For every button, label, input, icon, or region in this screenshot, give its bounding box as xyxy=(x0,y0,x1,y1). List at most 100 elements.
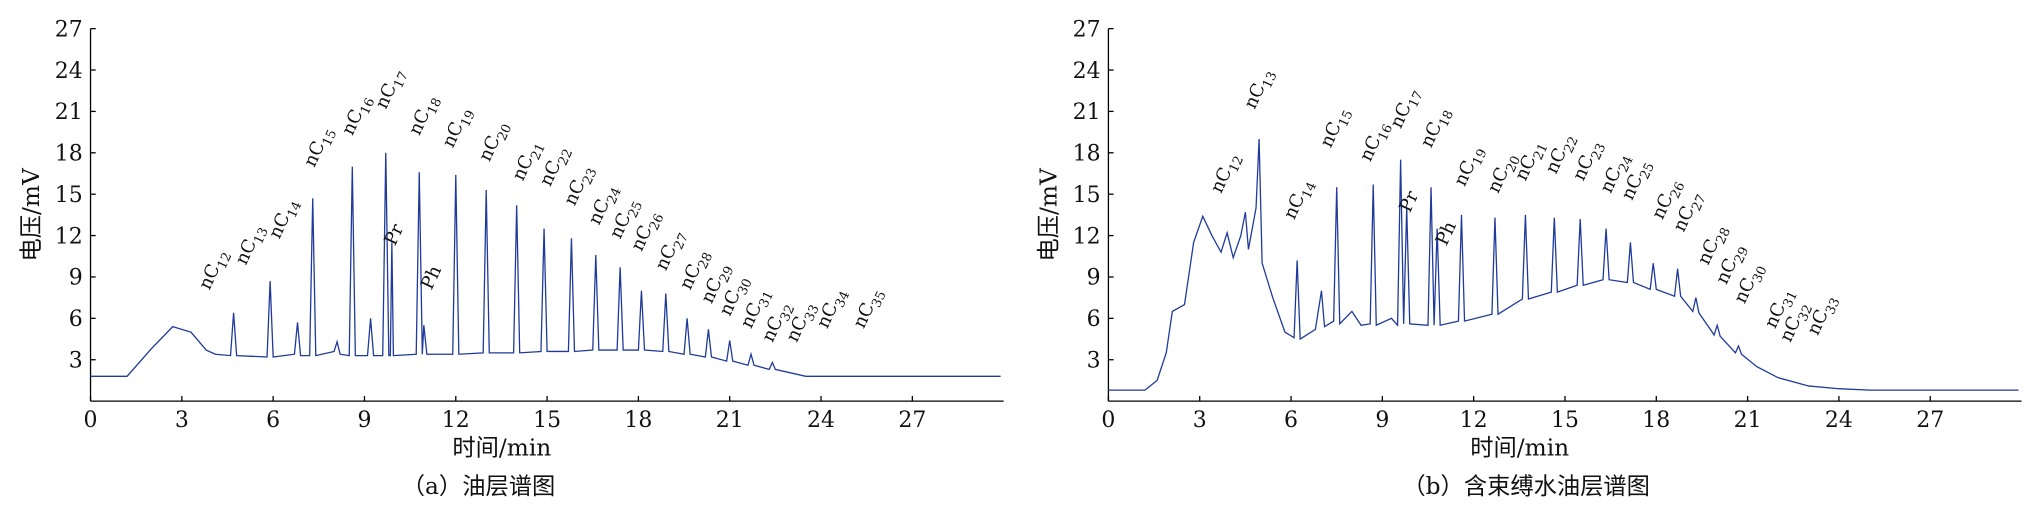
peak-label: nC33 xyxy=(782,298,823,347)
caption: （a）油层谱图 xyxy=(402,473,555,500)
y-tick-label: 27 xyxy=(1073,17,1101,42)
peak-label-sub: 20 xyxy=(1504,154,1525,175)
peak-label-sub: 23 xyxy=(1589,141,1610,162)
x-tick-label: 21 xyxy=(716,408,744,433)
x-axis-label: 时间/min xyxy=(452,434,551,461)
x-tick-label: 21 xyxy=(1734,408,1762,433)
peak-label-sub: 32 xyxy=(1796,303,1817,324)
panel: 3 6 9 12 15 18 21 24 27 0 3 6 9 12 15 18 21 24 27 电压/mV 时间/m… xyxy=(18,17,1004,500)
peak-label-sub: 34 xyxy=(833,289,854,310)
peak-label-sub: 15 xyxy=(320,127,341,148)
peak-label-sub: 27 xyxy=(1689,192,1710,213)
trace xyxy=(1108,138,2019,391)
peak-label-sub: 24 xyxy=(604,185,625,206)
x-axis-label: 时间/min xyxy=(1470,434,1569,461)
x-tick-label: 9 xyxy=(357,408,371,433)
peak-label-sub: 19 xyxy=(1470,147,1491,168)
peak-label-sub: 30 xyxy=(735,276,756,297)
peak-label-sub: 26 xyxy=(647,212,668,233)
y-tick-label: 21 xyxy=(55,100,83,125)
peak-label-sub: 16 xyxy=(358,96,379,117)
peak-label-sub: 22 xyxy=(1561,134,1582,155)
peak-label-sub: 18 xyxy=(425,96,446,117)
y-tick-label: 3 xyxy=(1087,348,1101,373)
peak-label-sub: 31 xyxy=(1780,289,1801,310)
x-tick-label: 15 xyxy=(1551,408,1579,433)
y-tick-label: 12 xyxy=(1073,224,1101,249)
y-axis-label: 电压/mV xyxy=(1036,167,1063,261)
y-tick-label: 21 xyxy=(1073,100,1101,125)
peak-label-sub: 12 xyxy=(1227,154,1248,175)
peak-label-sub: 19 xyxy=(458,108,479,129)
x-tick-label: 12 xyxy=(442,408,470,433)
peak-label: nC27 xyxy=(1669,188,1710,237)
peak-label-sub: 28 xyxy=(696,250,717,271)
peak-label: nC33 xyxy=(1803,291,1844,340)
peak-label-sub: 28 xyxy=(1714,225,1735,246)
peak-label-sub: 13 xyxy=(251,225,272,246)
y-axis-label: 电压/mV xyxy=(18,167,45,261)
peak-label-sub: 23 xyxy=(580,166,601,187)
peak-label: nC20 xyxy=(475,118,516,167)
peak-label-sub: 13 xyxy=(1260,70,1281,91)
peak-label-sub: 30 xyxy=(1750,264,1771,285)
peak-label: nC13 xyxy=(1240,65,1281,114)
y-tick-label: 3 xyxy=(69,348,83,373)
x-tick-label: 27 xyxy=(1916,408,1944,433)
peak-label: nC14 xyxy=(1280,176,1321,225)
peak-label: nC14 xyxy=(265,195,306,244)
y-tick-label: 9 xyxy=(1087,266,1101,291)
peak-label: nC12 xyxy=(1207,149,1248,198)
peak-label-sub: 29 xyxy=(717,264,738,285)
y-tick-label: 9 xyxy=(69,266,83,291)
x-tick-label: 3 xyxy=(1193,408,1207,433)
peak-label: nC18 xyxy=(1417,104,1458,153)
peak-label-sub: 33 xyxy=(1823,296,1844,317)
peak-label-sub: 22 xyxy=(556,147,577,168)
x-tick-label: 6 xyxy=(1284,408,1298,433)
peak-label: nC22 xyxy=(1541,130,1582,179)
x-tick-label: 6 xyxy=(266,408,280,433)
panel: 3 6 9 12 15 18 21 24 27 0 3 6 9 12 15 18 21 24 27 电压/mV 时间/m… xyxy=(1036,17,2022,500)
y-tick-label: 18 xyxy=(55,142,83,167)
x-tick-label: 9 xyxy=(1375,408,1389,433)
x-tick-label: 0 xyxy=(1101,408,1115,433)
x-tick-label: 18 xyxy=(1642,408,1670,433)
peak-label-sub: 27 xyxy=(671,231,692,252)
caption: （b）含束缚水油层谱图 xyxy=(1402,473,1650,500)
x-tick-label: 27 xyxy=(898,408,926,433)
y-tick-label: 12 xyxy=(55,224,83,249)
peak-label: nC35 xyxy=(849,285,890,334)
y-tick-label: 27 xyxy=(55,17,83,42)
peak-label-sub: 25 xyxy=(626,199,647,220)
peak-label-sub: 24 xyxy=(1616,154,1637,175)
peak-label-sub: 12 xyxy=(215,250,236,271)
peak-label: nC15 xyxy=(300,123,341,172)
peak-label: nC19 xyxy=(438,104,479,153)
peak-label-sub: 18 xyxy=(1437,108,1458,129)
y-tick-label: 24 xyxy=(55,59,83,84)
y-tick-label: 18 xyxy=(1073,142,1101,167)
peak-label-sub: 17 xyxy=(1406,89,1427,110)
x-tick-label: 12 xyxy=(1460,408,1488,433)
peak-label-sub: 35 xyxy=(869,289,890,310)
peak-label: nC15 xyxy=(1316,104,1357,153)
peak-label-sub: 26 xyxy=(1668,180,1689,201)
peak-label-sub: 31 xyxy=(757,289,778,310)
trace xyxy=(90,152,1001,377)
y-tick-label: 6 xyxy=(69,307,83,332)
peak-label-sub: 33 xyxy=(802,303,823,324)
peak-label: nC17 xyxy=(371,65,412,114)
x-tick-label: 24 xyxy=(1825,408,1853,433)
x-tick-label: 24 xyxy=(807,408,835,433)
peak-label-sub: 29 xyxy=(1732,245,1753,266)
y-tick-label: 24 xyxy=(1073,59,1101,84)
peak-label-sub: 15 xyxy=(1336,108,1357,129)
peak-label-sub: 20 xyxy=(495,122,516,143)
peak-label-sub: 17 xyxy=(391,70,412,91)
peak-label: nC12 xyxy=(195,246,236,295)
x-tick-label: 3 xyxy=(175,408,189,433)
x-tick-label: 18 xyxy=(624,408,652,433)
peak-label-sub: 16 xyxy=(1376,122,1397,143)
